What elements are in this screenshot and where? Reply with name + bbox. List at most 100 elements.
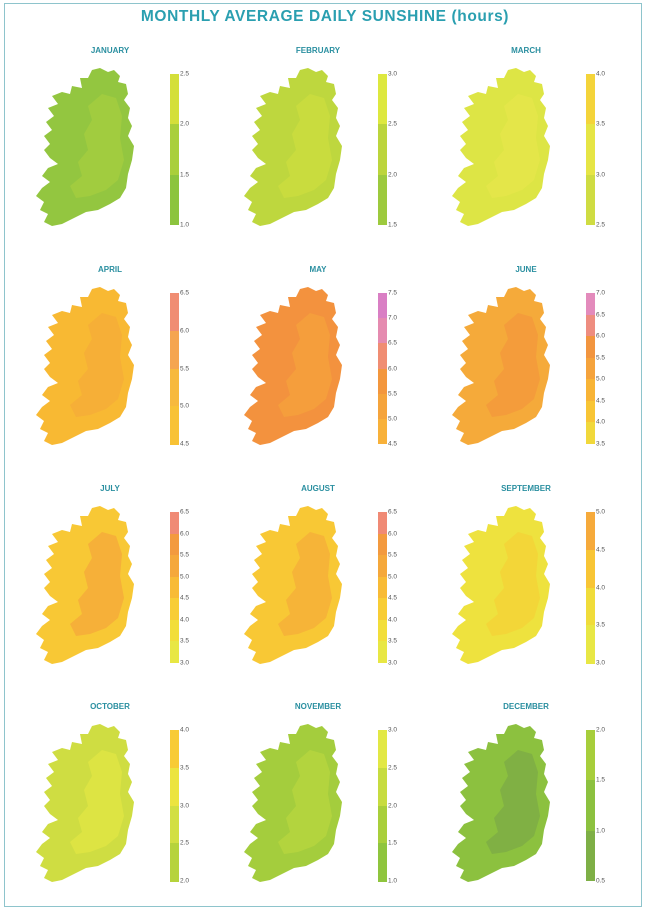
colorbar-tick-label: 3.0 <box>388 70 398 78</box>
colorbar-tick-label: 2.5 <box>596 221 606 229</box>
colorbar-tick-label: 2.5 <box>388 120 398 128</box>
ireland-interior-zone <box>486 532 540 636</box>
colorbar-tick-label: 5.0 <box>596 375 606 383</box>
panel-title: OCTOBER <box>90 702 130 711</box>
colorbar-tick-label: 6.0 <box>388 365 398 372</box>
colorbar-tick-label: 3.0 <box>180 659 190 667</box>
colorbar-tick-label: 4.0 <box>596 70 606 78</box>
colorbar-segment <box>586 124 595 176</box>
colorbar-tick-label: 3.5 <box>180 764 190 772</box>
panel-title: JULY <box>100 484 120 493</box>
ireland-interior-zone <box>486 313 540 417</box>
colorbar-segment <box>170 533 179 556</box>
colorbar-segment <box>586 587 595 626</box>
colorbar-tick-label: 6.0 <box>388 530 398 538</box>
ireland-map <box>452 68 550 226</box>
colorbar-tick-label: 4.0 <box>180 616 190 624</box>
colorbar-tick-label: 5.0 <box>388 573 398 581</box>
ireland-map <box>452 724 550 882</box>
colorbar-tick-label: 1.5 <box>388 221 398 229</box>
ireland-interior-zone <box>278 750 332 854</box>
colorbar-tick-label: 4.5 <box>180 440 190 448</box>
colorbar-tick-label: 1.5 <box>388 839 398 847</box>
colorbar-segment <box>586 357 595 380</box>
colorbar-segment <box>378 293 387 319</box>
colorbar-segment <box>586 830 595 882</box>
colorbar-tick-label: 3.0 <box>180 802 190 809</box>
colorbar-segment <box>170 512 179 535</box>
ireland-map <box>244 287 342 445</box>
colorbar-tick-label: 5.5 <box>180 551 190 559</box>
ireland-interior-zone <box>278 532 332 636</box>
colorbar-tick-label: 2.0 <box>596 726 606 734</box>
colorbar-segment <box>170 843 179 882</box>
colorbar-tick-label: 7.0 <box>388 314 398 322</box>
colorbar-tick-label: 5.5 <box>388 551 398 559</box>
map-panel-june: JUNE 7.0 6.5 6.0 5.5 5.0 4.5 4.0 3.5 <box>446 265 650 481</box>
colorbar-segment <box>378 730 387 769</box>
panel-title: FEBRUARY <box>295 46 341 55</box>
colorbar-segment <box>170 555 179 578</box>
colorbar-segment <box>170 330 179 369</box>
colorbar <box>378 74 387 226</box>
colorbar-tick-label: 7.5 <box>388 289 398 297</box>
colorbar-segment <box>378 843 387 882</box>
colorbar-segment <box>378 343 387 369</box>
colorbar-segment <box>170 805 179 844</box>
map-panel-august: AUGUST 6.5 6.0 5.5 5.0 4.5 4.0 3.5 3.0 <box>238 484 443 700</box>
colorbar-segment <box>170 598 179 621</box>
colorbar-segment <box>170 641 179 664</box>
colorbar-tick-label: 6.5 <box>388 508 398 516</box>
colorbar-segment <box>378 368 387 395</box>
colorbar-tick-label: 4.5 <box>596 546 606 554</box>
colorbar-tick-label: 5.5 <box>596 354 606 362</box>
ireland-interior-zone <box>278 313 332 417</box>
colorbar <box>586 293 595 445</box>
ireland-interior-zone <box>70 532 124 636</box>
colorbar <box>170 730 179 882</box>
colorbar <box>170 512 179 664</box>
colorbar-segment <box>170 174 179 226</box>
colorbar-tick-label: 5.0 <box>180 402 190 410</box>
colorbar-segment <box>378 555 387 578</box>
colorbar-tick-label: 6.0 <box>180 530 190 538</box>
colorbar-tick-label: 2.5 <box>388 764 398 772</box>
map-panel-january: JANUARY 2.5 2.0 1.5 1.0 <box>30 46 235 262</box>
colorbar-segment <box>586 549 595 588</box>
panel-title: JANUARY <box>90 46 130 55</box>
colorbar-segment <box>586 512 595 551</box>
map-panel-february: FEBRUARY 3.0 2.5 2.0 1.5 <box>238 46 443 262</box>
colorbar-segment <box>586 336 595 359</box>
colorbar-segment <box>170 730 179 769</box>
map-panel-december: DECEMBER 2.0 1.5 1.0 0.5 <box>446 702 650 918</box>
colorbar-segment <box>586 314 595 337</box>
colorbar-tick-label: 1.5 <box>596 776 606 784</box>
colorbar <box>586 74 595 226</box>
colorbar-tick-label: 4.0 <box>596 418 606 426</box>
panel-title: SEPTEMBER <box>501 484 551 493</box>
ireland-interior-zone <box>278 94 332 198</box>
map-panel-november: NOVEMBER 3.0 2.5 2.0 1.5 1.0 <box>238 702 443 918</box>
panel-title: JUNE <box>515 265 537 274</box>
colorbar-tick-label: 5.5 <box>180 365 190 372</box>
colorbar-tick-label: 3.5 <box>596 621 606 629</box>
colorbar <box>378 730 387 882</box>
colorbar-segment <box>170 576 179 599</box>
colorbar-segment <box>378 598 387 621</box>
panel-title: MARCH <box>511 46 541 55</box>
ireland-interior-zone <box>486 750 540 854</box>
colorbar-segment <box>378 533 387 556</box>
colorbar-segment <box>170 74 179 125</box>
figure-frame <box>4 3 642 907</box>
ireland-map <box>36 68 134 226</box>
colorbar-tick-label: 0.5 <box>596 877 606 885</box>
ireland-map <box>36 724 134 882</box>
panel-title: DECEMBER <box>503 702 549 711</box>
colorbar-segment <box>378 767 387 806</box>
colorbar-tick-label: 2.0 <box>180 120 190 128</box>
colorbar-segment <box>170 293 179 332</box>
colorbar-tick-label: 6.5 <box>180 289 190 297</box>
colorbar-tick-label: 4.5 <box>180 594 190 602</box>
colorbar-tick-label: 4.5 <box>596 397 606 405</box>
ireland-map <box>452 506 550 664</box>
